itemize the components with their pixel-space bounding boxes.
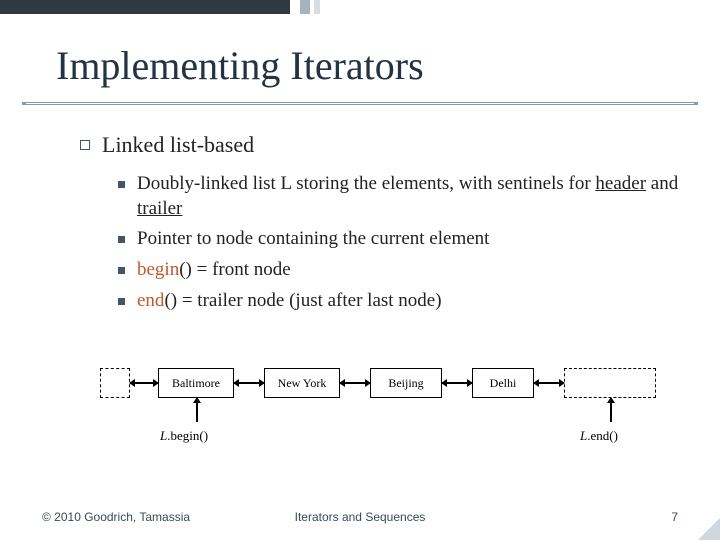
- slide-footer: © 2010 Goodrich, Tamassia Iterators and …: [42, 510, 678, 524]
- list-item: Pointer to node containing the current e…: [118, 227, 680, 252]
- list-item: Doubly-linked list L storing the element…: [118, 172, 680, 221]
- square-bullet-icon: [118, 236, 125, 243]
- list-node: Beijing: [370, 368, 442, 398]
- list-node: New York: [264, 368, 340, 398]
- footer-title: Iterators and Sequences: [42, 510, 678, 524]
- top-accent-bar: [0, 0, 320, 14]
- section-label: Linked list-based: [102, 132, 254, 158]
- double-arrow-link-icon: [340, 382, 370, 384]
- double-arrow-link-icon: [534, 382, 564, 384]
- section-heading: Linked list-based: [80, 132, 254, 158]
- double-arrow-link-icon: [234, 382, 264, 384]
- sentinel-node: [100, 368, 130, 398]
- double-arrow-link-icon: [130, 382, 158, 384]
- sentinel-node: [564, 368, 656, 398]
- bullet-text: end() = trailer node (just after last no…: [137, 289, 442, 314]
- list-node: Delhi: [472, 368, 534, 398]
- square-bullet-icon: [118, 267, 125, 274]
- hollow-square-bullet-icon: [80, 140, 90, 150]
- bullet-text: Doubly-linked list L storing the element…: [137, 172, 680, 221]
- title-rule: [22, 102, 698, 105]
- pointer-label: L.end(): [580, 428, 618, 444]
- linked-list-diagram: Baltimore New York Beijing Delhi L.begin() L.…: [100, 360, 660, 460]
- double-arrow-link-icon: [442, 382, 472, 384]
- bullet-list: Doubly-linked list L storing the element…: [118, 172, 680, 319]
- pointer-label: L.begin(): [160, 428, 208, 444]
- list-item: begin() = front node: [118, 258, 680, 283]
- slide-title: Implementing Iterators: [56, 42, 424, 89]
- bullet-text: begin() = front node: [137, 258, 291, 283]
- page-corner-fold-icon: [698, 518, 720, 540]
- list-item: end() = trailer node (just after last no…: [118, 289, 680, 314]
- up-arrow-icon: [610, 398, 612, 422]
- slide: Implementing Iterators Linked list-based…: [0, 0, 720, 540]
- up-arrow-icon: [196, 398, 198, 422]
- list-node: Baltimore: [158, 368, 234, 398]
- bullet-text: Pointer to node containing the current e…: [137, 227, 489, 252]
- square-bullet-icon: [118, 298, 125, 305]
- square-bullet-icon: [118, 181, 125, 188]
